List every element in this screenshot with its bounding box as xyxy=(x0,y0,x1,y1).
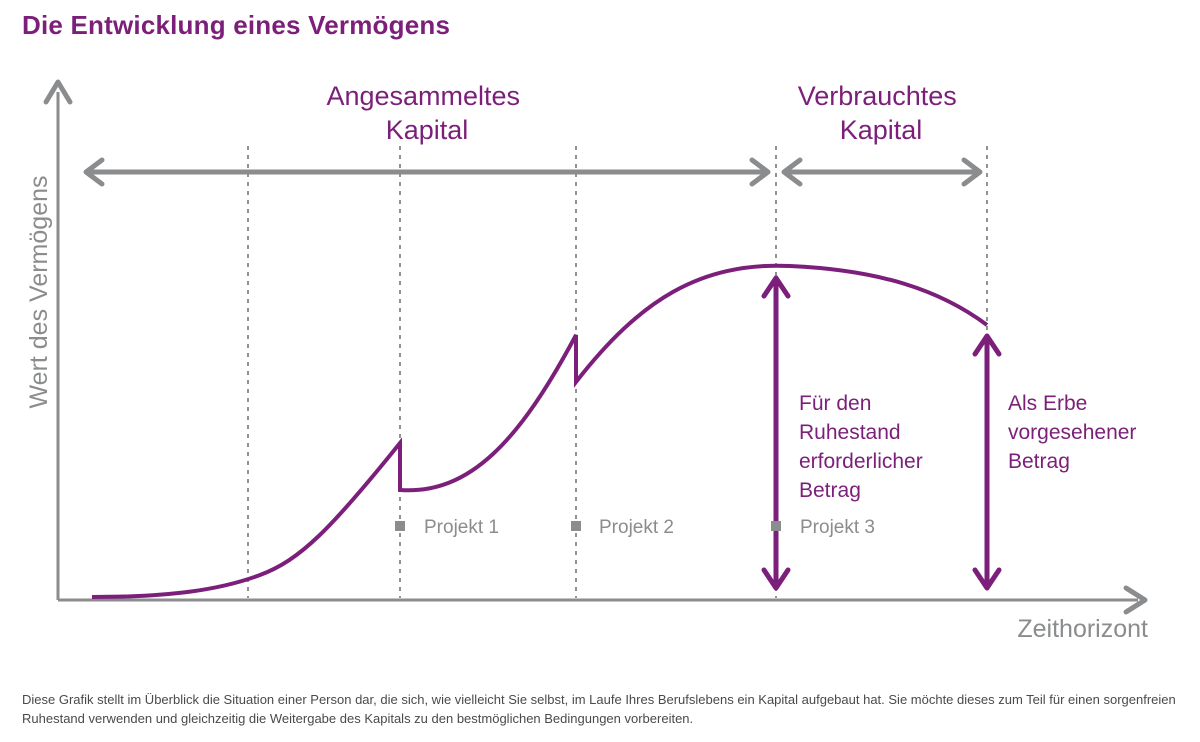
phase-label-line: Verbrauchtes xyxy=(798,81,957,111)
arrow-left-icon xyxy=(781,157,803,187)
amount-label-line: Ruhestand xyxy=(799,421,901,444)
project-marker-icon xyxy=(571,521,581,531)
axes xyxy=(43,79,1148,615)
y-axis-arrow-icon xyxy=(43,79,73,105)
amount-label-line: Betrag xyxy=(1008,450,1070,473)
wealth-development-diagram: Wert des Vermögens Zeithorizont Angesamm… xyxy=(25,79,1148,643)
retirement-amount-label: Für den Ruhestand erforderlicher Betrag xyxy=(799,392,929,502)
wealth-curve xyxy=(91,263,989,599)
arrow-down-icon xyxy=(972,567,1002,591)
amount-label-line: Für den xyxy=(799,392,871,415)
phase-label-line: Kapital xyxy=(840,115,923,145)
project-marker-icon xyxy=(771,521,781,531)
amount-label-line: erforderlicher xyxy=(799,450,923,473)
amount-label-line: vorgesehener xyxy=(1008,421,1136,444)
page-title: Die Entwicklung eines Vermögens xyxy=(22,10,451,40)
amount-label-line: Betrag xyxy=(799,479,861,502)
project-marker-icon xyxy=(395,521,405,531)
x-axis-label: Zeithorizont xyxy=(1017,615,1148,643)
x-axis-arrow-icon xyxy=(1123,585,1148,615)
project-label: Projekt 3 xyxy=(800,517,875,538)
phase-label-accumulated: Angesammeltes Kapital xyxy=(326,81,527,145)
arrow-right-icon xyxy=(749,157,771,187)
inheritance-amount-label: Als Erbe vorgesehener Betrag xyxy=(1008,392,1142,473)
phase-label-consumed: Verbrauchtes Kapital xyxy=(798,81,965,145)
arrow-up-icon xyxy=(972,333,1002,357)
caption-text: Diese Grafik stellt im Überblick die Sit… xyxy=(22,692,1176,726)
project-label: Projekt 2 xyxy=(599,517,674,538)
arrow-up-icon xyxy=(761,275,791,299)
arrow-left-icon xyxy=(83,157,105,187)
phase-arrows xyxy=(83,157,983,187)
y-axis-label: Wert des Vermögens xyxy=(25,176,53,409)
phase-label-line: Kapital xyxy=(386,115,469,145)
amount-label-line: Als Erbe xyxy=(1008,392,1087,415)
phase-label-line: Angesammeltes xyxy=(326,81,520,111)
arrow-right-icon xyxy=(961,157,983,187)
amount-arrows xyxy=(761,275,1002,591)
project-label: Projekt 1 xyxy=(424,517,499,538)
project-markers xyxy=(395,521,781,531)
arrow-down-icon xyxy=(761,567,791,591)
